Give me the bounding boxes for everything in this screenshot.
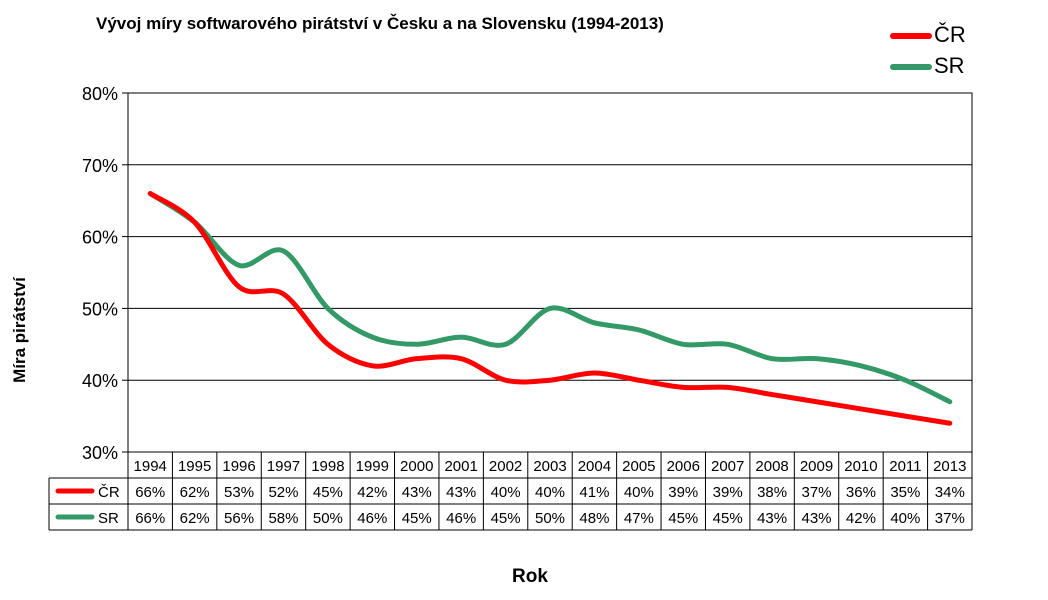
table-cell-value: 37% [802,484,832,501]
table-cell-value: 43% [802,510,832,527]
table-year-label: 2005 [622,458,655,475]
table-cell-value: 47% [624,510,654,527]
table-cell-value: 43% [402,484,432,501]
legend-label-sr: SR [934,53,965,78]
table-cell-value: 42% [846,510,876,527]
legend-swatch-cr [890,33,932,39]
table-cell-value: 50% [313,510,343,527]
table-year-label: 1996 [222,458,255,475]
y-tick-label: 40% [82,371,118,391]
table-cell-value: 40% [624,484,654,501]
table-cell-value: 40% [890,510,920,527]
y-axis-label-text: Míra pirátství [10,277,29,383]
table-cell-value: 39% [668,484,698,501]
table-cell-value: 62% [180,510,210,527]
table-year-label: 2004 [578,458,611,475]
y-tick-label: 50% [82,299,118,319]
table-cell-value: 42% [357,484,387,501]
table-cell-value: 39% [713,484,743,501]
table-cell-value: 45% [491,510,521,527]
table-year-label: 2011 [889,458,921,475]
table-cell-value: 45% [668,510,698,527]
table-cell-value: 62% [180,484,210,501]
table-cell-value: 36% [846,484,876,501]
series-line-sr [147,191,953,405]
legend-label-cr: ČR [934,22,966,47]
table-year-label: 2008 [755,458,788,475]
table-cell-value: 41% [579,484,609,501]
table-year-label: 1994 [134,458,167,475]
table-cell-value: 46% [357,510,387,527]
table-year-label: 2007 [711,458,744,475]
table-year-label: 2003 [533,458,566,475]
y-tick-label: 70% [82,156,118,176]
y-tick-label: 80% [82,84,118,104]
table-year-label: 2013 [933,458,966,475]
x-axis-label: Rok [512,566,548,587]
legend-swatch-sr [890,64,932,70]
series-line-cr [147,191,953,426]
table-cell-value: 45% [402,510,432,527]
table-cell-value: 37% [935,510,965,527]
table-cell-value: 45% [713,510,743,527]
table-year-label: 1998 [311,458,344,475]
table-year-label: 1999 [356,458,389,475]
table-year-label: 2001 [444,458,477,475]
table-year-label: 2006 [667,458,700,475]
table-cell-value: 52% [268,484,298,501]
table-cell-value: 48% [579,510,609,527]
table-cell-value: 66% [135,510,165,527]
table-cell-value: 34% [935,484,965,501]
table-series-name-sr: SR [98,510,119,527]
table-year-label: 2009 [800,458,833,475]
table-cell-value: 46% [446,510,476,527]
y-tick-label: 30% [82,443,118,463]
table-cell-value: 40% [491,484,521,501]
table-year-label: 1997 [267,458,300,475]
table-cell-value: 58% [268,510,298,527]
table-year-label: 2000 [400,458,433,475]
table-cell-value: 40% [535,484,565,501]
table-cell-value: 43% [446,484,476,501]
table-cell-value: 38% [757,484,787,501]
table-cell-value: 43% [757,510,787,527]
table-year-label: 1995 [178,458,211,475]
table-cell-value: 50% [535,510,565,527]
table-cell-value: 56% [224,510,254,527]
table-cell-value: 45% [313,484,343,501]
table-cell-value: 35% [890,484,920,501]
table-series-name-cr: ČR [98,484,120,501]
y-tick-label: 60% [82,228,118,248]
table-cell-value: 66% [135,484,165,501]
chart-title: Vývoj míry softwarového pirátství v Česk… [96,14,664,33]
table-year-label: 2002 [489,458,522,475]
table-cell-value: 53% [224,484,254,501]
plot-area [127,92,973,453]
table-year-label: 2010 [844,458,877,475]
